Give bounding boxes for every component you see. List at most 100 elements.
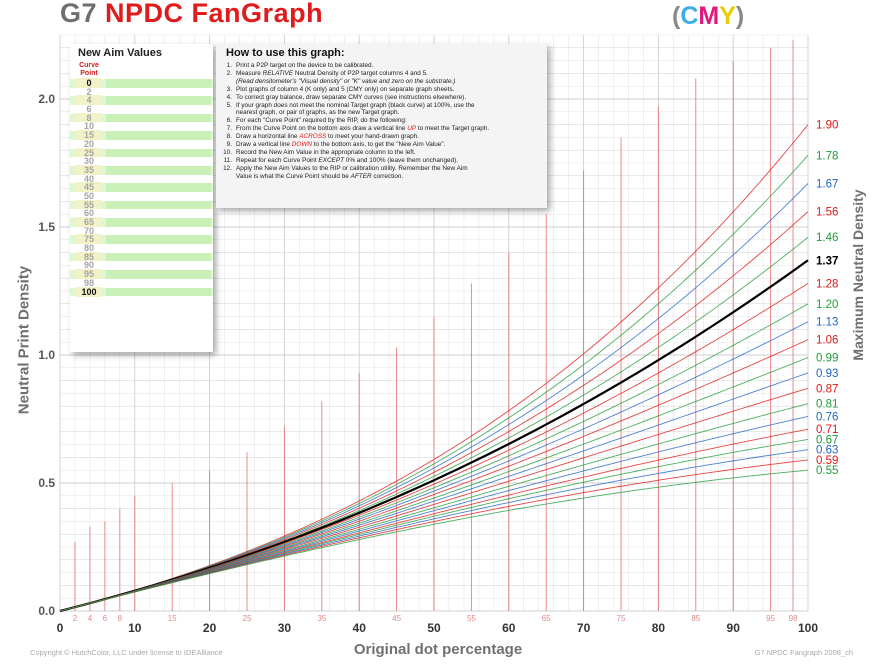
cmy-y: Y xyxy=(719,2,736,30)
aim-row: 90 xyxy=(70,260,213,270)
step-number: 6. xyxy=(226,117,232,125)
title-g7: G7 xyxy=(60,0,98,28)
step-text: DOWN xyxy=(291,141,312,149)
copyright-note: Copyright © HutchColor, LLC under licens… xyxy=(30,648,223,657)
how-to-title: How to use this graph: xyxy=(226,47,345,59)
step-text: Draw a horizontal line xyxy=(236,133,300,141)
step-number: 7. xyxy=(226,125,232,133)
aim-value-cell[interactable] xyxy=(106,113,211,123)
x-tick-label: 10 xyxy=(128,621,142,635)
aim-value-cell[interactable] xyxy=(106,235,211,245)
curve-point-header: Curve Point xyxy=(79,62,99,77)
aim-value-cell[interactable] xyxy=(106,287,211,297)
how-to-step: Value is what the Curve Point should be … xyxy=(220,173,489,181)
step-text: Plot graphs of column 4 (K only) and 5 (… xyxy=(236,85,455,93)
aim-value-cell[interactable] xyxy=(106,270,211,279)
curve-point-value: 65 xyxy=(76,217,102,227)
aim-value-cell[interactable] xyxy=(106,88,211,97)
x-sub-tick-label: 8 xyxy=(118,614,123,623)
curve-point-value: 2 xyxy=(86,86,92,97)
how-to-step: 4. To correct gray balance, draw separate… xyxy=(220,94,489,102)
aim-row: 15 xyxy=(70,130,213,141)
aim-value-cell[interactable] xyxy=(106,218,211,227)
aim-row: 2 xyxy=(70,86,213,97)
x-sub-tick-label: 2 xyxy=(73,614,78,623)
step-text: For each "Curve Point" required by the R… xyxy=(236,117,407,125)
end-label-0.55: 0.55 xyxy=(816,465,838,477)
y-tick-label: 1.5 xyxy=(38,220,55,234)
curve-point-value: 40 xyxy=(83,173,94,184)
aim-value-cell[interactable] xyxy=(106,227,211,236)
aim-value-cell[interactable] xyxy=(106,96,211,106)
x-sub-tick-label: 4 xyxy=(88,614,93,623)
aim-row: 10 xyxy=(70,121,213,132)
curves xyxy=(59,124,809,613)
aim-row: 40 xyxy=(70,173,213,184)
step-number: 3. xyxy=(226,85,232,93)
aim-value-cell[interactable] xyxy=(106,148,211,158)
aim-value-cell[interactable] xyxy=(106,252,211,262)
x-axis-label: Original dot percentage xyxy=(353,641,523,658)
x-sub-tick-label: 75 xyxy=(617,614,626,623)
step-number: 9. xyxy=(226,141,232,149)
end-label-0.67: 0.67 xyxy=(816,434,838,446)
aim-value-cell[interactable] xyxy=(106,140,211,149)
step-number: 11. xyxy=(223,156,232,164)
end-label-0.71: 0.71 xyxy=(816,424,838,436)
aim-value-cell[interactable] xyxy=(106,79,211,88)
x-tick-label: 70 xyxy=(577,621,591,635)
end-label-1.67: 1.67 xyxy=(816,178,838,190)
aim-value-cell[interactable] xyxy=(106,175,211,184)
title-npdc: NPDC FanGraph xyxy=(105,0,324,28)
aim-value-cell[interactable] xyxy=(106,122,211,131)
series-line-0.55 xyxy=(59,469,809,612)
y-tick-label: 0.0 xyxy=(38,604,55,618)
aim-row: 70 xyxy=(70,226,213,236)
x-sub-tick-label: 45 xyxy=(392,614,401,623)
x-sub-tick-label: 55 xyxy=(467,614,476,623)
aim-row: 25 xyxy=(70,147,213,158)
aim-value-cell[interactable] xyxy=(106,261,211,270)
x-tick-label: 30 xyxy=(278,621,292,635)
how-to-step: 12. Apply the New Aim Values to the RIP o… xyxy=(220,165,489,173)
how-to-step: nearest graph, or pair of graphs, as the… xyxy=(220,109,489,117)
step-number: 10. xyxy=(223,148,232,156)
step-text: 0% and 100% (leave them unchanged). xyxy=(344,156,459,164)
x-tick-label: 20 xyxy=(203,621,217,635)
curve-point-value: 10 xyxy=(83,121,94,132)
how-to-steps: 1. Print a P2P target on the device to be… xyxy=(220,62,489,181)
aim-value-cell[interactable] xyxy=(106,183,211,192)
aim-row: 0 xyxy=(70,78,213,88)
x-tick-label: 40 xyxy=(353,621,367,635)
aim-value-cell[interactable] xyxy=(106,165,211,175)
aim-value-cell[interactable] xyxy=(106,279,211,288)
aim-value-cell[interactable] xyxy=(106,200,211,210)
aim-value-cell[interactable] xyxy=(106,209,211,218)
aim-value-cell[interactable] xyxy=(106,157,211,166)
cmy-c: C xyxy=(680,2,699,30)
aim-value-cell[interactable] xyxy=(106,131,211,140)
y-tick-label: 1.0 xyxy=(38,348,55,362)
curve-point-value: 45 xyxy=(76,182,102,193)
aim-row: 4 xyxy=(70,95,213,106)
curve-point-value: 75 xyxy=(76,234,102,245)
end-label-1.28: 1.28 xyxy=(816,278,838,290)
step-text: Apply the New Aim Values to the RIP or c… xyxy=(236,164,468,172)
how-to-step: 7. From the Curve Point on the bottom axi… xyxy=(220,125,490,133)
x-sub-tick-label: 98 xyxy=(789,614,798,623)
curve-point-value: 0 xyxy=(76,78,102,88)
end-label-1.78: 1.78 xyxy=(816,150,838,162)
step-number: 8. xyxy=(226,133,232,141)
aim-row: 45 xyxy=(70,182,213,193)
curve-point-value: 85 xyxy=(76,251,102,262)
curve-point-value: 60 xyxy=(83,208,94,219)
aim-row: 6 xyxy=(70,104,213,114)
aim-row: 8 xyxy=(70,112,213,123)
aim-value-cell[interactable] xyxy=(106,244,211,253)
aim-row: 60 xyxy=(70,208,213,219)
curve-point-value: 8 xyxy=(76,112,102,123)
cmy-open: ( xyxy=(672,2,681,30)
aim-value-cell[interactable] xyxy=(106,192,211,201)
step-text: RELATIVE xyxy=(262,69,294,77)
aim-value-cell[interactable] xyxy=(106,105,211,114)
